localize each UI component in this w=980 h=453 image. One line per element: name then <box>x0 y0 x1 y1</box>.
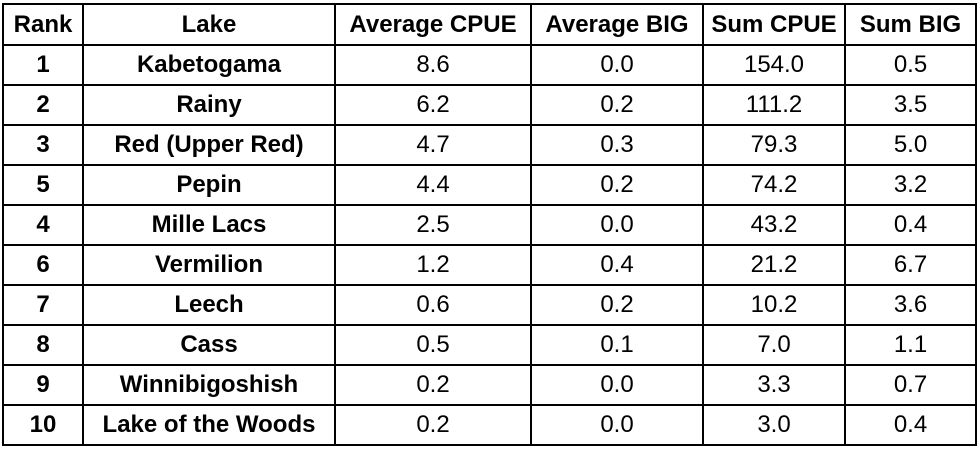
sum-big-cell: 3.6 <box>844 284 977 326</box>
header-row: Rank Lake Average CPUE Average BIG Sum C… <box>2 3 977 46</box>
sum-cpue-cell: 3.0 <box>702 404 846 446</box>
lake-cell: Mille Lacs <box>82 204 336 246</box>
table-row: 7 Leech 0.6 0.2 10.2 3.6 <box>2 284 977 326</box>
average-big-cell: 0.0 <box>530 44 704 86</box>
table-row: 5 Pepin 4.4 0.2 74.2 3.2 <box>2 164 977 206</box>
sum-cpue-cell: 7.0 <box>702 324 846 366</box>
lake-cell: Red (Upper Red) <box>82 124 336 166</box>
rank-cell: 6 <box>2 244 84 286</box>
sum-cpue-cell: 154.0 <box>702 44 846 86</box>
lake-cell: Kabetogama <box>82 44 336 86</box>
table-row: 1 Kabetogama 8.6 0.0 154.0 0.5 <box>2 44 977 86</box>
rank-cell: 5 <box>2 164 84 206</box>
average-cpue-cell: 0.2 <box>334 404 532 446</box>
rank-cell: 8 <box>2 324 84 366</box>
sum-big-cell: 6.7 <box>844 244 977 286</box>
header-average-cpue: Average CPUE <box>334 3 532 46</box>
average-big-cell: 0.2 <box>530 164 704 206</box>
rank-cell: 3 <box>2 124 84 166</box>
sum-cpue-cell: 43.2 <box>702 204 846 246</box>
average-cpue-cell: 4.4 <box>334 164 532 206</box>
average-cpue-cell: 8.6 <box>334 44 532 86</box>
lake-cell: Cass <box>82 324 336 366</box>
table-row: 8 Cass 0.5 0.1 7.0 1.1 <box>2 324 977 366</box>
sum-big-cell: 0.5 <box>844 44 977 86</box>
lake-cell: Winnibigoshish <box>82 364 336 406</box>
sum-cpue-cell: 21.2 <box>702 244 846 286</box>
average-cpue-cell: 4.7 <box>334 124 532 166</box>
table-row: 9 Winnibigoshish 0.2 0.0 3.3 0.7 <box>2 364 977 406</box>
sum-big-cell: 0.4 <box>844 404 977 446</box>
lake-cell: Lake of the Woods <box>82 404 336 446</box>
sum-cpue-cell: 10.2 <box>702 284 846 326</box>
lake-cell: Rainy <box>82 84 336 126</box>
lake-cpue-table: Rank Lake Average CPUE Average BIG Sum C… <box>2 3 977 446</box>
average-big-cell: 0.0 <box>530 364 704 406</box>
header-lake: Lake <box>82 3 336 46</box>
sum-big-cell: 1.1 <box>844 324 977 366</box>
header-rank: Rank <box>2 3 84 46</box>
average-big-cell: 0.0 <box>530 404 704 446</box>
sum-cpue-cell: 3.3 <box>702 364 846 406</box>
rank-cell: 10 <box>2 404 84 446</box>
table-row: 6 Vermilion 1.2 0.4 21.2 6.7 <box>2 244 977 286</box>
sum-big-cell: 3.5 <box>844 84 977 126</box>
sum-big-cell: 3.2 <box>844 164 977 206</box>
average-big-cell: 0.1 <box>530 324 704 366</box>
table-row: 4 Mille Lacs 2.5 0.0 43.2 0.4 <box>2 204 977 246</box>
table-row: 3 Red (Upper Red) 4.7 0.3 79.3 5.0 <box>2 124 977 166</box>
header-sum-cpue: Sum CPUE <box>702 3 846 46</box>
sum-cpue-cell: 74.2 <box>702 164 846 206</box>
sum-big-cell: 0.7 <box>844 364 977 406</box>
sum-cpue-cell: 79.3 <box>702 124 846 166</box>
rank-cell: 4 <box>2 204 84 246</box>
average-big-cell: 0.0 <box>530 204 704 246</box>
table-row: 10 Lake of the Woods 0.2 0.0 3.0 0.4 <box>2 404 977 446</box>
average-big-cell: 0.4 <box>530 244 704 286</box>
rank-cell: 7 <box>2 284 84 326</box>
average-cpue-cell: 0.5 <box>334 324 532 366</box>
header-average-big: Average BIG <box>530 3 704 46</box>
average-big-cell: 0.2 <box>530 84 704 126</box>
average-cpue-cell: 2.5 <box>334 204 532 246</box>
lake-cell: Leech <box>82 284 336 326</box>
lake-cpue-table-container: Rank Lake Average CPUE Average BIG Sum C… <box>2 3 977 446</box>
average-cpue-cell: 0.6 <box>334 284 532 326</box>
header-sum-big: Sum BIG <box>844 3 977 46</box>
rank-cell: 2 <box>2 84 84 126</box>
average-big-cell: 0.3 <box>530 124 704 166</box>
sum-cpue-cell: 111.2 <box>702 84 846 126</box>
sum-big-cell: 5.0 <box>844 124 977 166</box>
table-body: 1 Kabetogama 8.6 0.0 154.0 0.5 2 Rainy 6… <box>2 44 977 446</box>
average-cpue-cell: 6.2 <box>334 84 532 126</box>
rank-cell: 1 <box>2 44 84 86</box>
average-big-cell: 0.2 <box>530 284 704 326</box>
average-cpue-cell: 1.2 <box>334 244 532 286</box>
rank-cell: 9 <box>2 364 84 406</box>
sum-big-cell: 0.4 <box>844 204 977 246</box>
average-cpue-cell: 0.2 <box>334 364 532 406</box>
lake-cell: Pepin <box>82 164 336 206</box>
table-row: 2 Rainy 6.2 0.2 111.2 3.5 <box>2 84 977 126</box>
lake-cell: Vermilion <box>82 244 336 286</box>
